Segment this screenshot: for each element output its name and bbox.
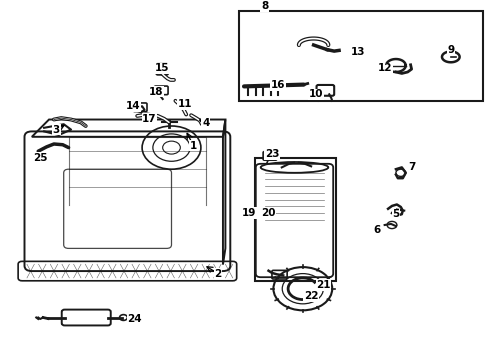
Text: 21: 21 xyxy=(316,280,331,290)
Text: 15: 15 xyxy=(154,63,169,73)
Text: 1: 1 xyxy=(190,141,197,151)
Text: 6: 6 xyxy=(374,225,381,235)
Text: 7: 7 xyxy=(408,162,416,172)
Text: 11: 11 xyxy=(178,99,193,109)
Text: 24: 24 xyxy=(127,314,142,324)
Text: 13: 13 xyxy=(350,47,365,57)
Text: 22: 22 xyxy=(304,291,318,301)
Text: 9: 9 xyxy=(447,45,454,55)
Text: 14: 14 xyxy=(126,101,141,111)
Text: 3: 3 xyxy=(53,125,60,135)
Text: 8: 8 xyxy=(261,1,268,12)
Text: 5: 5 xyxy=(392,209,399,219)
Text: 2: 2 xyxy=(215,269,221,279)
Text: 18: 18 xyxy=(148,87,163,97)
Text: 17: 17 xyxy=(142,114,157,124)
Text: 16: 16 xyxy=(270,80,285,90)
Bar xyxy=(239,11,483,101)
Text: 25: 25 xyxy=(33,153,48,163)
Text: 10: 10 xyxy=(309,89,323,99)
Text: 23: 23 xyxy=(265,149,279,159)
Bar xyxy=(255,158,336,281)
Text: 19: 19 xyxy=(242,208,256,218)
Text: 20: 20 xyxy=(261,208,276,218)
Text: 12: 12 xyxy=(377,63,392,73)
Text: 4: 4 xyxy=(202,118,210,128)
